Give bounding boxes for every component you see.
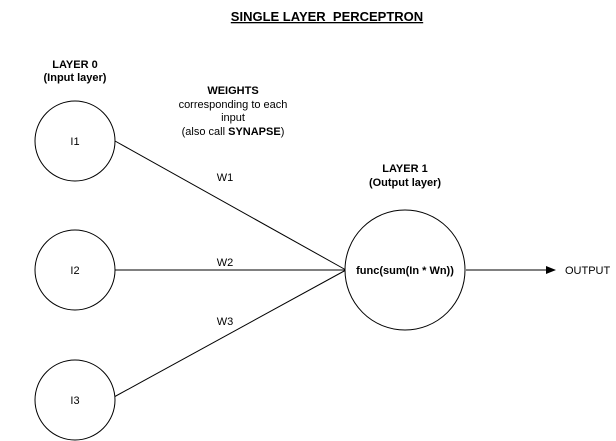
input-node-label: I2 xyxy=(70,265,79,277)
weights-note-line3-pre: (also call xyxy=(182,126,228,138)
weights-note-line1: corresponding to each xyxy=(179,99,288,111)
weight-label-w1: W1 xyxy=(217,172,234,184)
synapse-label: SYNAPSE xyxy=(228,126,281,138)
weights-note-line3: (also call SYNAPSE) xyxy=(182,126,285,138)
weights-note-line2: input xyxy=(221,112,245,124)
weights-heading: WEIGHTS xyxy=(207,85,258,97)
output-label: OUTPUT xyxy=(565,265,611,277)
layer1-subheading: (Output layer) xyxy=(369,177,441,189)
input-node-i3: I3 xyxy=(34,359,116,441)
layer0-heading: LAYER 0 xyxy=(52,59,97,71)
input-node-i1: I1 xyxy=(34,100,116,182)
input-node-label: I1 xyxy=(70,136,79,148)
input-node-label: I3 xyxy=(70,395,79,407)
weights-note-line3-post: ) xyxy=(281,126,285,138)
edge-i3-output xyxy=(113,269,347,398)
edge-i1-output xyxy=(114,140,347,271)
layer1-heading: LAYER 1 xyxy=(382,163,427,175)
layer0-subheading: (Input layer) xyxy=(44,72,107,84)
weight-label-w2: W2 xyxy=(217,257,234,269)
output-node-function: func(sum(In * Wn)) xyxy=(356,265,454,277)
weight-label-w3: W3 xyxy=(217,316,234,328)
diagram-title: SINGLE LAYER PERCEPTRON xyxy=(231,9,423,24)
input-node-i2: I2 xyxy=(34,229,116,311)
output-node: func(sum(In * Wn)) xyxy=(344,209,466,331)
